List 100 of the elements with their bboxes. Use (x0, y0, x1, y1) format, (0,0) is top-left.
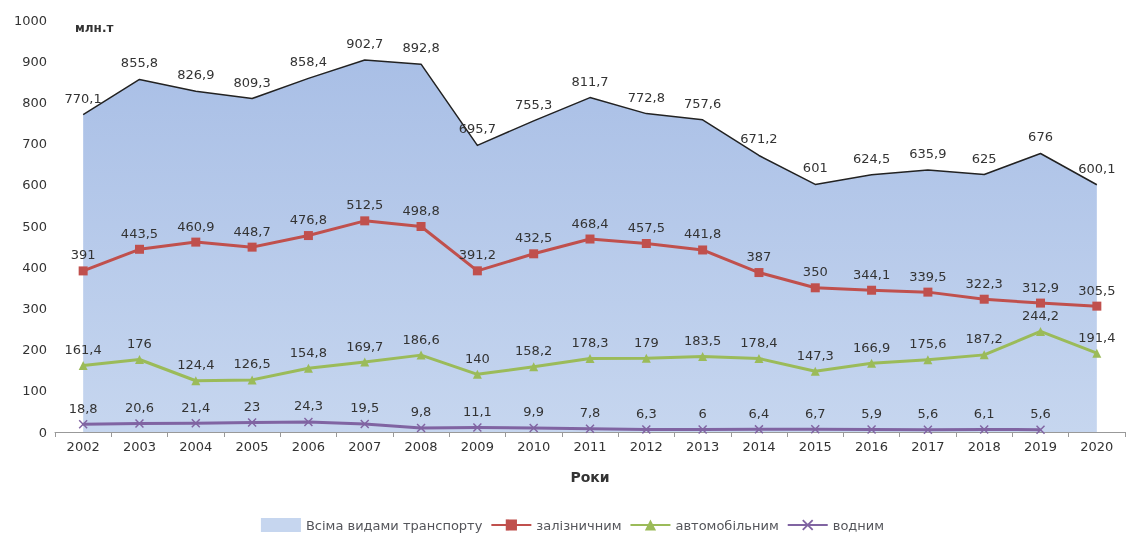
data-label: 187,2 (965, 331, 1003, 347)
point (698, 425, 708, 435)
data-label: 772,8 (627, 89, 665, 105)
x-tick-label: 2004 (179, 439, 213, 454)
data-label: 512,5 (346, 197, 384, 213)
point (923, 355, 933, 365)
point (1036, 326, 1046, 336)
data-label: 391 (70, 247, 96, 263)
point (1092, 301, 1102, 311)
x-tick-label: 2006 (291, 439, 325, 454)
point (303, 231, 313, 241)
point (134, 244, 144, 254)
data-label: 809,3 (233, 74, 271, 90)
legend-label: автомобільним (675, 517, 779, 533)
x-tick-label: 2020 (1080, 439, 1114, 454)
data-label: 457,5 (627, 220, 665, 236)
data-label: 7,8 (579, 405, 601, 421)
point (78, 361, 88, 370)
point (810, 366, 820, 376)
data-label: 158,2 (515, 343, 553, 359)
data-label: 460,9 (177, 218, 215, 234)
data-label: 175,6 (909, 336, 947, 352)
data-label: 183,5 (684, 332, 722, 348)
point (754, 268, 764, 278)
y-tick-label: 100 (22, 383, 47, 399)
data-label: 902,7 (346, 36, 384, 52)
point (134, 419, 144, 429)
point (360, 419, 370, 429)
data-label: 441,8 (684, 226, 722, 242)
data-label: 432,5 (515, 230, 553, 246)
data-label: 9,9 (523, 404, 545, 420)
data-label: 350 (802, 264, 828, 280)
data-label: 147,3 (796, 347, 834, 363)
point (698, 245, 708, 255)
data-label: 625 (971, 150, 997, 166)
data-label: 178,3 (571, 335, 609, 351)
data-label: 391,2 (458, 247, 496, 263)
data-label: 635,9 (909, 146, 947, 162)
point (360, 216, 370, 226)
data-label: 601 (802, 160, 828, 176)
data-label: 6,3 (635, 405, 657, 421)
data-label: 21,4 (181, 399, 211, 415)
data-label: 161,4 (64, 342, 102, 357)
data-label: 755,3 (515, 96, 553, 112)
y-tick-label: 200 (22, 342, 47, 358)
x-tick-label: 2013 (686, 439, 720, 454)
data-label: 671,2 (740, 131, 778, 147)
legend-label: залізничним (536, 517, 622, 533)
data-label: 5,6 (917, 406, 939, 422)
data-label: 6,7 (804, 405, 826, 421)
point (360, 357, 370, 367)
data-label: 20,6 (125, 400, 154, 416)
data-label: 855,8 (120, 55, 159, 71)
y-tick-label: 500 (22, 218, 47, 234)
x-tick-label: 2011 (573, 439, 607, 454)
data-label: 858,4 (289, 54, 328, 70)
y-tick-label: 300 (22, 300, 47, 316)
point (472, 266, 482, 276)
x-axis-title: Роки (570, 469, 610, 485)
legend-label: Всіма видами транспорту (305, 517, 483, 533)
data-label: 5,9 (861, 406, 882, 422)
x-tick-label: 2007 (348, 439, 382, 454)
data-label: 600,1 (1078, 160, 1116, 176)
point (529, 423, 539, 433)
data-label: 244,2 (1021, 307, 1060, 323)
legend-label: водним (832, 517, 885, 533)
point (303, 363, 313, 373)
data-label: 344,1 (852, 266, 891, 282)
point (867, 285, 877, 295)
data-label: 19,5 (350, 400, 380, 416)
y-tick-label: 800 (22, 94, 47, 110)
point (754, 354, 764, 363)
point (641, 353, 651, 363)
x-tick-label: 2018 (967, 439, 1001, 454)
data-label: 476,8 (289, 212, 328, 228)
data-label: 23 (243, 399, 261, 415)
point (416, 221, 426, 231)
data-label: 443,5 (120, 225, 159, 241)
x-tick-label: 2005 (235, 439, 269, 454)
point (472, 369, 482, 379)
data-label: 5,6 (1030, 406, 1051, 422)
data-label: 191,4 (1078, 329, 1116, 345)
point (698, 351, 708, 361)
point (416, 350, 426, 360)
point (78, 266, 88, 276)
point (923, 425, 933, 435)
point (191, 237, 201, 247)
data-label: 178,4 (740, 335, 778, 350)
data-label: 676 (1028, 129, 1053, 145)
x-tick-label: 2017 (911, 439, 945, 454)
data-label: 468,4 (571, 215, 609, 231)
data-label: 176 (127, 335, 152, 351)
point (641, 239, 651, 249)
point (754, 424, 764, 434)
x-tick-label: 2014 (742, 439, 776, 454)
point (979, 294, 989, 304)
data-label: 322,3 (965, 275, 1003, 291)
point (247, 242, 257, 252)
data-label: 124,4 (177, 357, 215, 373)
point (867, 358, 877, 368)
